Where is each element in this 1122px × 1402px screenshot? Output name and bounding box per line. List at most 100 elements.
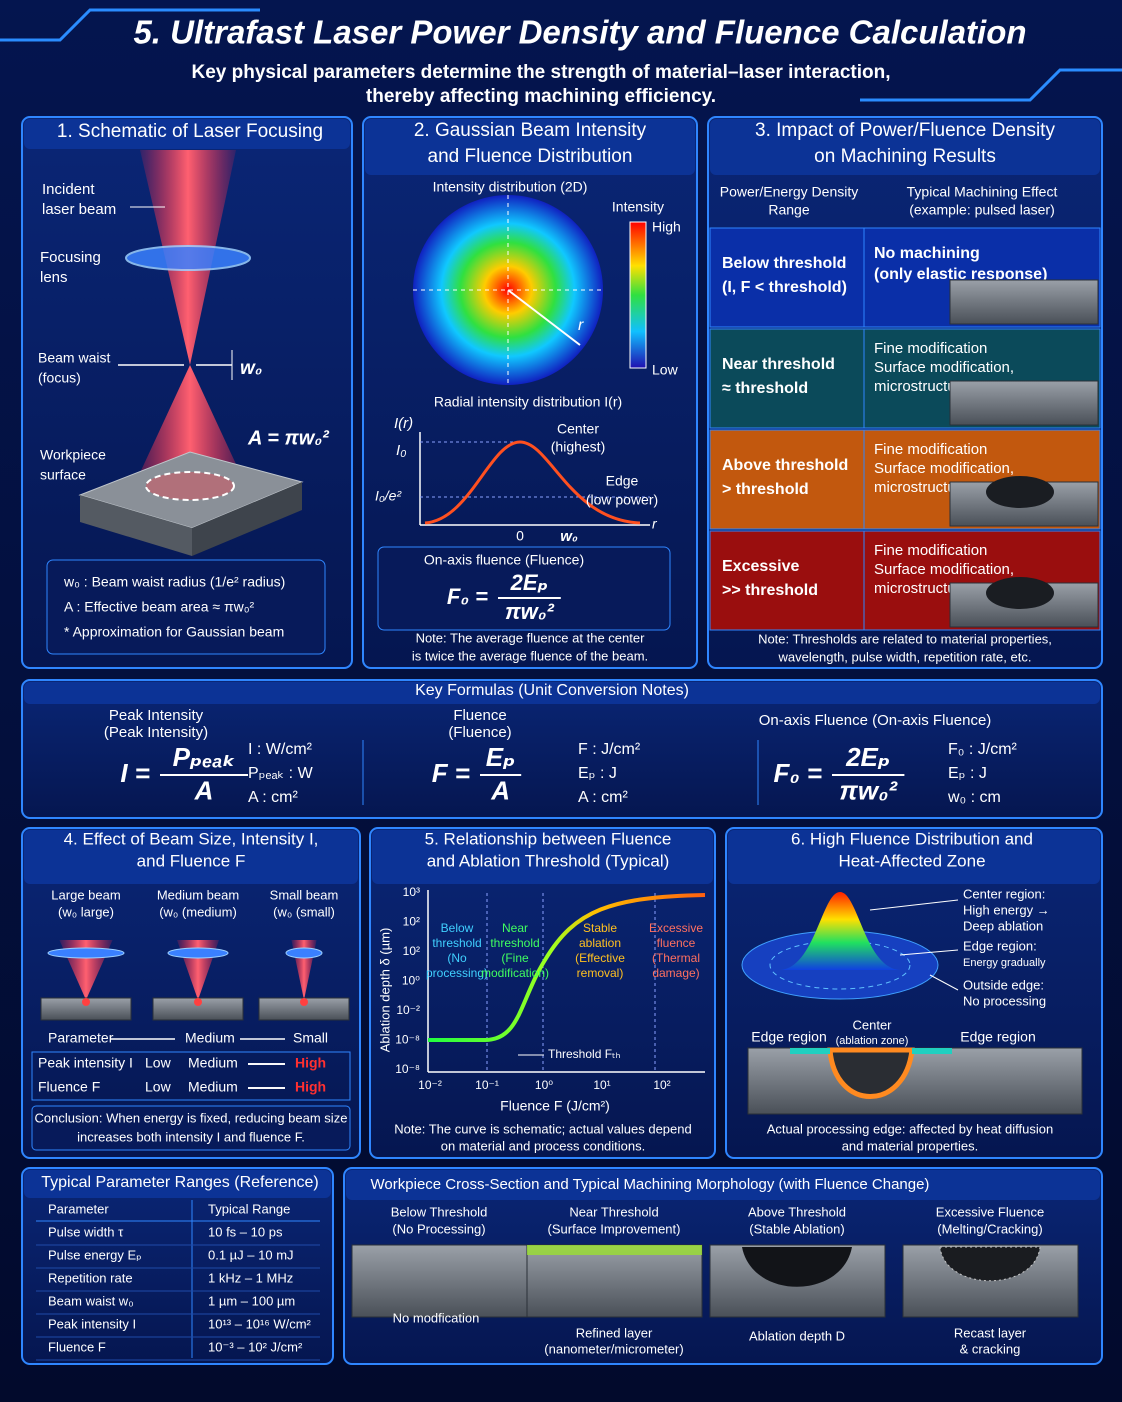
note: on material and process conditions. [441, 1138, 646, 1153]
item-caption: (nanometer/micrometer) [544, 1341, 683, 1356]
region-label: Center [852, 1017, 892, 1032]
annotation: Threshold Fₜₕ [548, 1047, 621, 1061]
effect: Surface modification, [874, 359, 1014, 376]
note: Note: The curve is schematic; actual val… [394, 1121, 691, 1136]
region-label: ablation [579, 936, 621, 950]
x-tick-label: 10⁻² [418, 1078, 442, 1092]
item-title: Above Threshold [748, 1204, 846, 1219]
y-axis-label: Ablation depth δ (µm) [377, 928, 392, 1053]
item-caption: No modfication [393, 1310, 480, 1325]
table-cell: 10 fs – 10 ps [208, 1224, 283, 1239]
lens [285, 947, 323, 959]
table-header: Parameter [48, 1030, 114, 1046]
axis-label: I₀ [396, 442, 407, 459]
region-label: Edge region [960, 1029, 1036, 1045]
region-label: Stable [583, 921, 617, 935]
callout: Focusing [40, 249, 101, 266]
panel-title-bar [24, 119, 350, 149]
table-cell: Peak intensity I [48, 1316, 136, 1331]
callout: Energy gradually [963, 957, 1046, 969]
region-label: threshold [490, 936, 539, 950]
table-cell: High [295, 1055, 326, 1071]
panel-title: Key Formulas (Unit Conversion Notes) [415, 682, 689, 699]
note: is twice the average fluence of the beam… [412, 648, 648, 663]
note-box [46, 559, 326, 655]
unit: F : J/cm² [578, 741, 641, 758]
legend-label: Low [652, 362, 679, 378]
effect: microstructure [874, 479, 969, 496]
formula: Eₚ [486, 742, 516, 772]
panel [21, 1167, 334, 1365]
range: Near threshold [722, 356, 835, 373]
panel-title-bar [24, 1170, 331, 1198]
fluence-peak [780, 892, 900, 970]
note: Note: Thresholds are related to material… [758, 631, 1052, 646]
x-tick-label: 10¹ [593, 1078, 610, 1092]
table-frame [31, 1051, 351, 1101]
formula-name: (Peak Intensity) [104, 724, 208, 741]
panel-title: 1. Schematic of Laser Focusing [57, 121, 323, 142]
focus-spot [300, 998, 308, 1006]
panel [21, 827, 361, 1159]
laser-beam [132, 365, 248, 490]
y-tick-label: 10² [403, 915, 420, 929]
column-header: Power/Energy Density [720, 184, 859, 200]
region-label: fluence [657, 936, 696, 950]
formula: I = [120, 758, 150, 788]
formula-name: Fluence [453, 707, 506, 724]
table-cell: Low [145, 1079, 172, 1095]
table-cell: Pulse energy Eₚ [48, 1247, 142, 1262]
focus-spot [145, 471, 235, 501]
table-cell: Pulse width τ [48, 1224, 124, 1239]
table-cell: 0.1 µJ – 10 mJ [208, 1247, 294, 1262]
item-title: Near Threshold [569, 1204, 658, 1219]
crater [742, 1247, 852, 1287]
item-caption: Refined layer [576, 1325, 653, 1340]
region-label: Edge region [751, 1029, 827, 1045]
focus-spot [194, 998, 202, 1006]
region-label: (No [447, 951, 467, 965]
caption: Intensity distribution (2D) [433, 179, 588, 195]
unit: w₀ : cm [947, 789, 1001, 806]
y-tick-label: 10² [403, 944, 420, 958]
cross-section [526, 1244, 703, 1318]
region-label: Excessive [649, 921, 703, 935]
table-cell: Peak intensity I [38, 1055, 133, 1071]
panel-title: on Machining Results [814, 146, 996, 167]
effect: Fine modification [874, 542, 987, 559]
unit: A : cm² [248, 789, 298, 806]
unit: Eₚ : J [948, 765, 987, 782]
region-label: processing) [426, 966, 488, 980]
callout: No processing [963, 993, 1046, 1008]
formula: F₀ = [773, 758, 822, 788]
table-cell: 1 kHz – 1 MHz [208, 1270, 293, 1285]
caption: Radial intensity distribution I(r) [434, 394, 622, 410]
callout: surface [40, 467, 86, 483]
callout: Center [557, 421, 599, 437]
table-cell: Medium [188, 1055, 238, 1071]
conclusion: Conclusion: When energy is fixed, reduci… [35, 1110, 348, 1125]
crater [986, 476, 1054, 508]
subtitle: Key physical parameters determine the st… [191, 62, 890, 83]
range: Excessive [722, 558, 800, 575]
panel [369, 827, 716, 1159]
formula: F₀ = [447, 584, 488, 609]
effect: Fine modification [874, 441, 987, 458]
beam-label: Small beam [270, 887, 339, 902]
note: w₀ : Beam waist radius (1/e² radius) [63, 574, 285, 590]
callout: (focus) [38, 370, 81, 386]
edge-zone [790, 1048, 830, 1054]
header-deco [860, 68, 1122, 102]
effect: microstructure [874, 580, 969, 597]
table-cell: High [295, 1079, 326, 1095]
beam-label: Large beam [51, 887, 120, 902]
region-label: (ablation zone) [836, 1035, 909, 1047]
callout: Center region: [963, 886, 1045, 901]
table-header: Small [293, 1030, 328, 1046]
range: (I, F < threshold) [722, 279, 847, 296]
region-label: (Fine [501, 951, 529, 965]
region-label: Below [441, 921, 474, 935]
beam-label: (w₀ (small) [273, 904, 335, 919]
crater [986, 577, 1054, 609]
callout: Workpiece [40, 447, 106, 463]
